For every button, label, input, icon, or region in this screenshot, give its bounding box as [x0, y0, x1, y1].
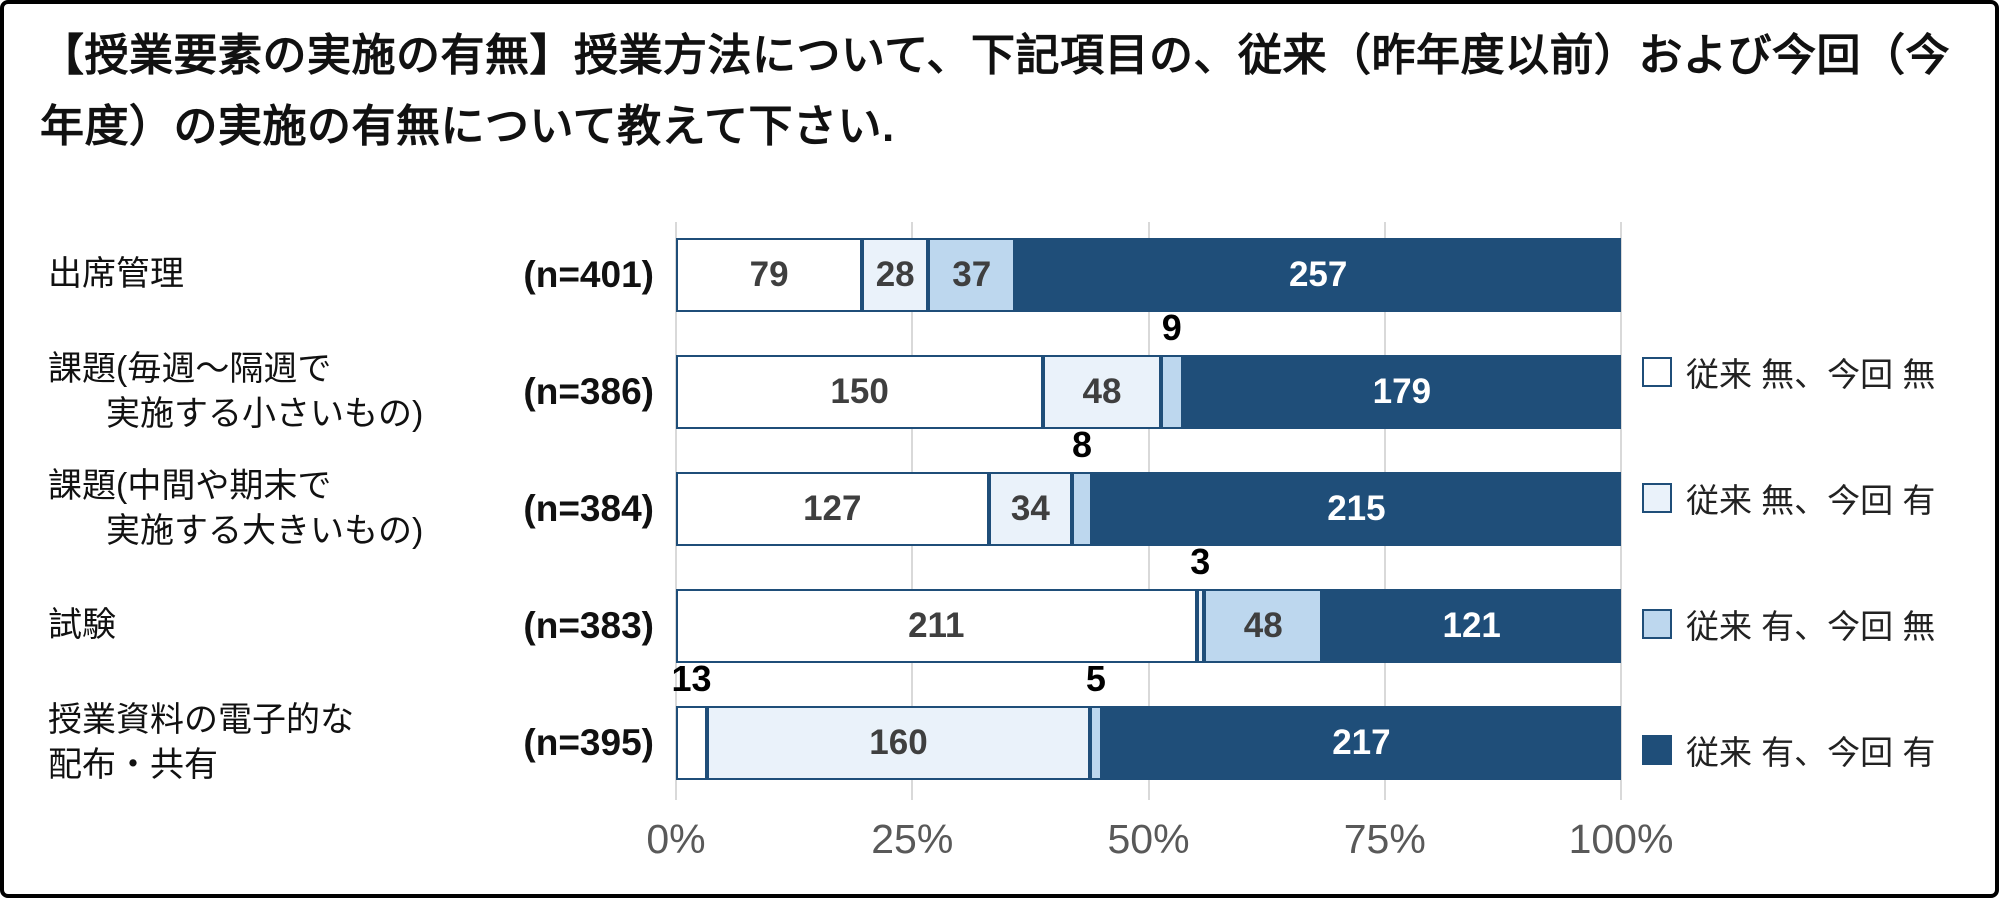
category-label: 課題(毎週～隔週で実施する小さいもの) [48, 347, 448, 435]
category-label-line: 課題(毎週～隔週で [48, 350, 332, 389]
segment-value-label: 37 [952, 254, 992, 294]
chart-title: 【授業要素の実施の有無】授業方法について、下記項目の、従来（昨年度以前）および今… [40, 31, 1950, 152]
segment-value-label: 179 [1372, 371, 1432, 411]
bar-segment: 34 [988, 471, 1073, 546]
legend-label: 従来 有、今回 無 [1686, 608, 1936, 645]
bar-segment [1072, 471, 1092, 546]
x-axis-tick-label: 75% [1343, 816, 1426, 862]
bar-segment: 48 [1043, 354, 1161, 429]
bar-segment: 211 [676, 588, 1197, 663]
chart-row: 課題(中間や期末で実施する大きいもの) (n=384) 127 34 8 215 [4, 424, 1995, 567]
chart-row: 出席管理 (n=401) 79 28 37 257 [4, 216, 1995, 333]
legend-item: 従来 有、今回 有 [1642, 726, 1935, 774]
x-axis: 0% 25% 50% 75% 100% [646, 816, 1673, 876]
bar-segment: 28 [862, 237, 929, 312]
bar-segment: 37 [928, 237, 1016, 312]
bar-segment: 150 [676, 354, 1044, 429]
sample-size-label: (n=386) [523, 370, 654, 412]
x-axis-tick-label: 0% [646, 816, 706, 862]
segment-value-label: 121 [1442, 605, 1501, 645]
bar-segment: 79 [676, 237, 863, 312]
chart-row: 課題(毎週～隔週で実施する小さいもの) (n=386) 150 48 9 179 [4, 307, 1995, 450]
segment-value-label: 48 [1243, 605, 1283, 645]
segment-value-label: 34 [1010, 488, 1050, 528]
category-label: 課題(中間や期末で実施する大きいもの) [48, 464, 448, 552]
sample-size-label: (n=383) [523, 604, 654, 646]
segment-value-label: 150 [830, 371, 889, 411]
segment-value-label: 160 [869, 722, 928, 762]
category-label: 出席管理 [48, 252, 448, 296]
legend-item: 従来 有、今回 無 [1642, 600, 1935, 648]
bar-segment [1160, 354, 1183, 429]
bar-segment: 121 [1322, 588, 1621, 663]
sample-size-label: (n=395) [523, 721, 654, 763]
category-label: 授業資料の電子的な 配布・共有 [48, 698, 448, 786]
x-axis-tick-label: 50% [1107, 816, 1190, 862]
chart-rows: 出席管理 (n=401) 79 28 37 257 課題(毎週～隔週で実施する小さいもの) (… [4, 216, 1995, 801]
legend-marker-icon [1642, 609, 1672, 639]
bar-track: 211 3 48 121 [676, 541, 1621, 663]
legend-marker-icon [1642, 483, 1672, 513]
gridline [1620, 222, 1622, 800]
bar-segment: 127 [676, 471, 989, 546]
segment-value-label: 28 [875, 254, 915, 294]
segment-value-label: 9 [1161, 306, 1182, 348]
category-label-line: 出席管理 [48, 255, 184, 294]
stacked-bar-chart: 出席管理 (n=401) 79 28 37 257 課題(毎週～隔週で実施する小さいもの) (… [4, 216, 1995, 894]
legend-label: 従来 無、今回 無 [1686, 356, 1936, 393]
segment-value-label: 217 [1332, 722, 1391, 762]
segment-value-label: 8 [1072, 423, 1093, 465]
bar-segment [676, 705, 708, 780]
category-label-line: 実施する大きいもの) [106, 511, 424, 550]
legend-label: 従来 有、今回 有 [1686, 734, 1936, 771]
chart-row: 試験 (n=383) 211 3 48 121 [4, 541, 1995, 684]
segment-value-label: 257 [1288, 254, 1348, 294]
legend-item: 従来 無、今回 有 [1642, 474, 1935, 522]
category-label-line: 試験 [48, 606, 116, 645]
category-label-line: 実施する小さいもの) [106, 394, 424, 433]
sample-size-label: (n=384) [523, 487, 654, 529]
bar-track: 79 28 37 257 [676, 237, 1621, 312]
bar-segment: 217 [1101, 705, 1621, 780]
category-label-line: 課題(中間や期末で [48, 467, 332, 506]
segment-value-label: 211 [908, 605, 965, 645]
x-axis-tick-label: 100% [1568, 816, 1674, 862]
bar-segment [1196, 588, 1204, 663]
segment-value-label: 3 [1190, 540, 1211, 582]
segment-value-label: 79 [749, 254, 789, 294]
segment-value-label: 215 [1327, 488, 1386, 528]
chart-row: 授業資料の電子的な 配布・共有 (n=395) 13 160 5 217 [4, 658, 1995, 801]
bar-segment: 160 [707, 705, 1090, 780]
bar-segment: 257 [1015, 237, 1621, 312]
sample-size-label: (n=401) [523, 253, 654, 295]
category-label-line: 配布・共有 [48, 745, 218, 784]
bar-segment [1089, 705, 1102, 780]
legend: 従来 無、今回 無従来 無、今回 有従来 有、今回 無従来 有、今回 有 [1642, 348, 1935, 774]
legend-marker-icon [1642, 735, 1672, 765]
bar-track: 127 34 8 215 [676, 424, 1621, 546]
bar-track: 13 160 5 217 [672, 658, 1621, 780]
segment-value-label: 127 [803, 488, 862, 528]
legend-item: 従来 無、今回 無 [1642, 348, 1935, 396]
category-label-line: 授業資料の電子的な [48, 701, 354, 740]
legend-label: 従来 無、今回 有 [1686, 482, 1936, 519]
x-axis-tick-label: 25% [871, 816, 954, 862]
category-label: 試験 [48, 603, 448, 647]
bar-segment: 179 [1182, 354, 1621, 429]
segment-value-label: 5 [1085, 657, 1106, 699]
bar-segment: 48 [1204, 588, 1323, 663]
bar-segment: 215 [1091, 471, 1621, 546]
segment-value-label: 48 [1082, 371, 1122, 411]
segment-value-label: 13 [671, 657, 712, 699]
bar-track: 150 48 9 179 [676, 307, 1621, 429]
legend-marker-icon [1642, 357, 1672, 387]
